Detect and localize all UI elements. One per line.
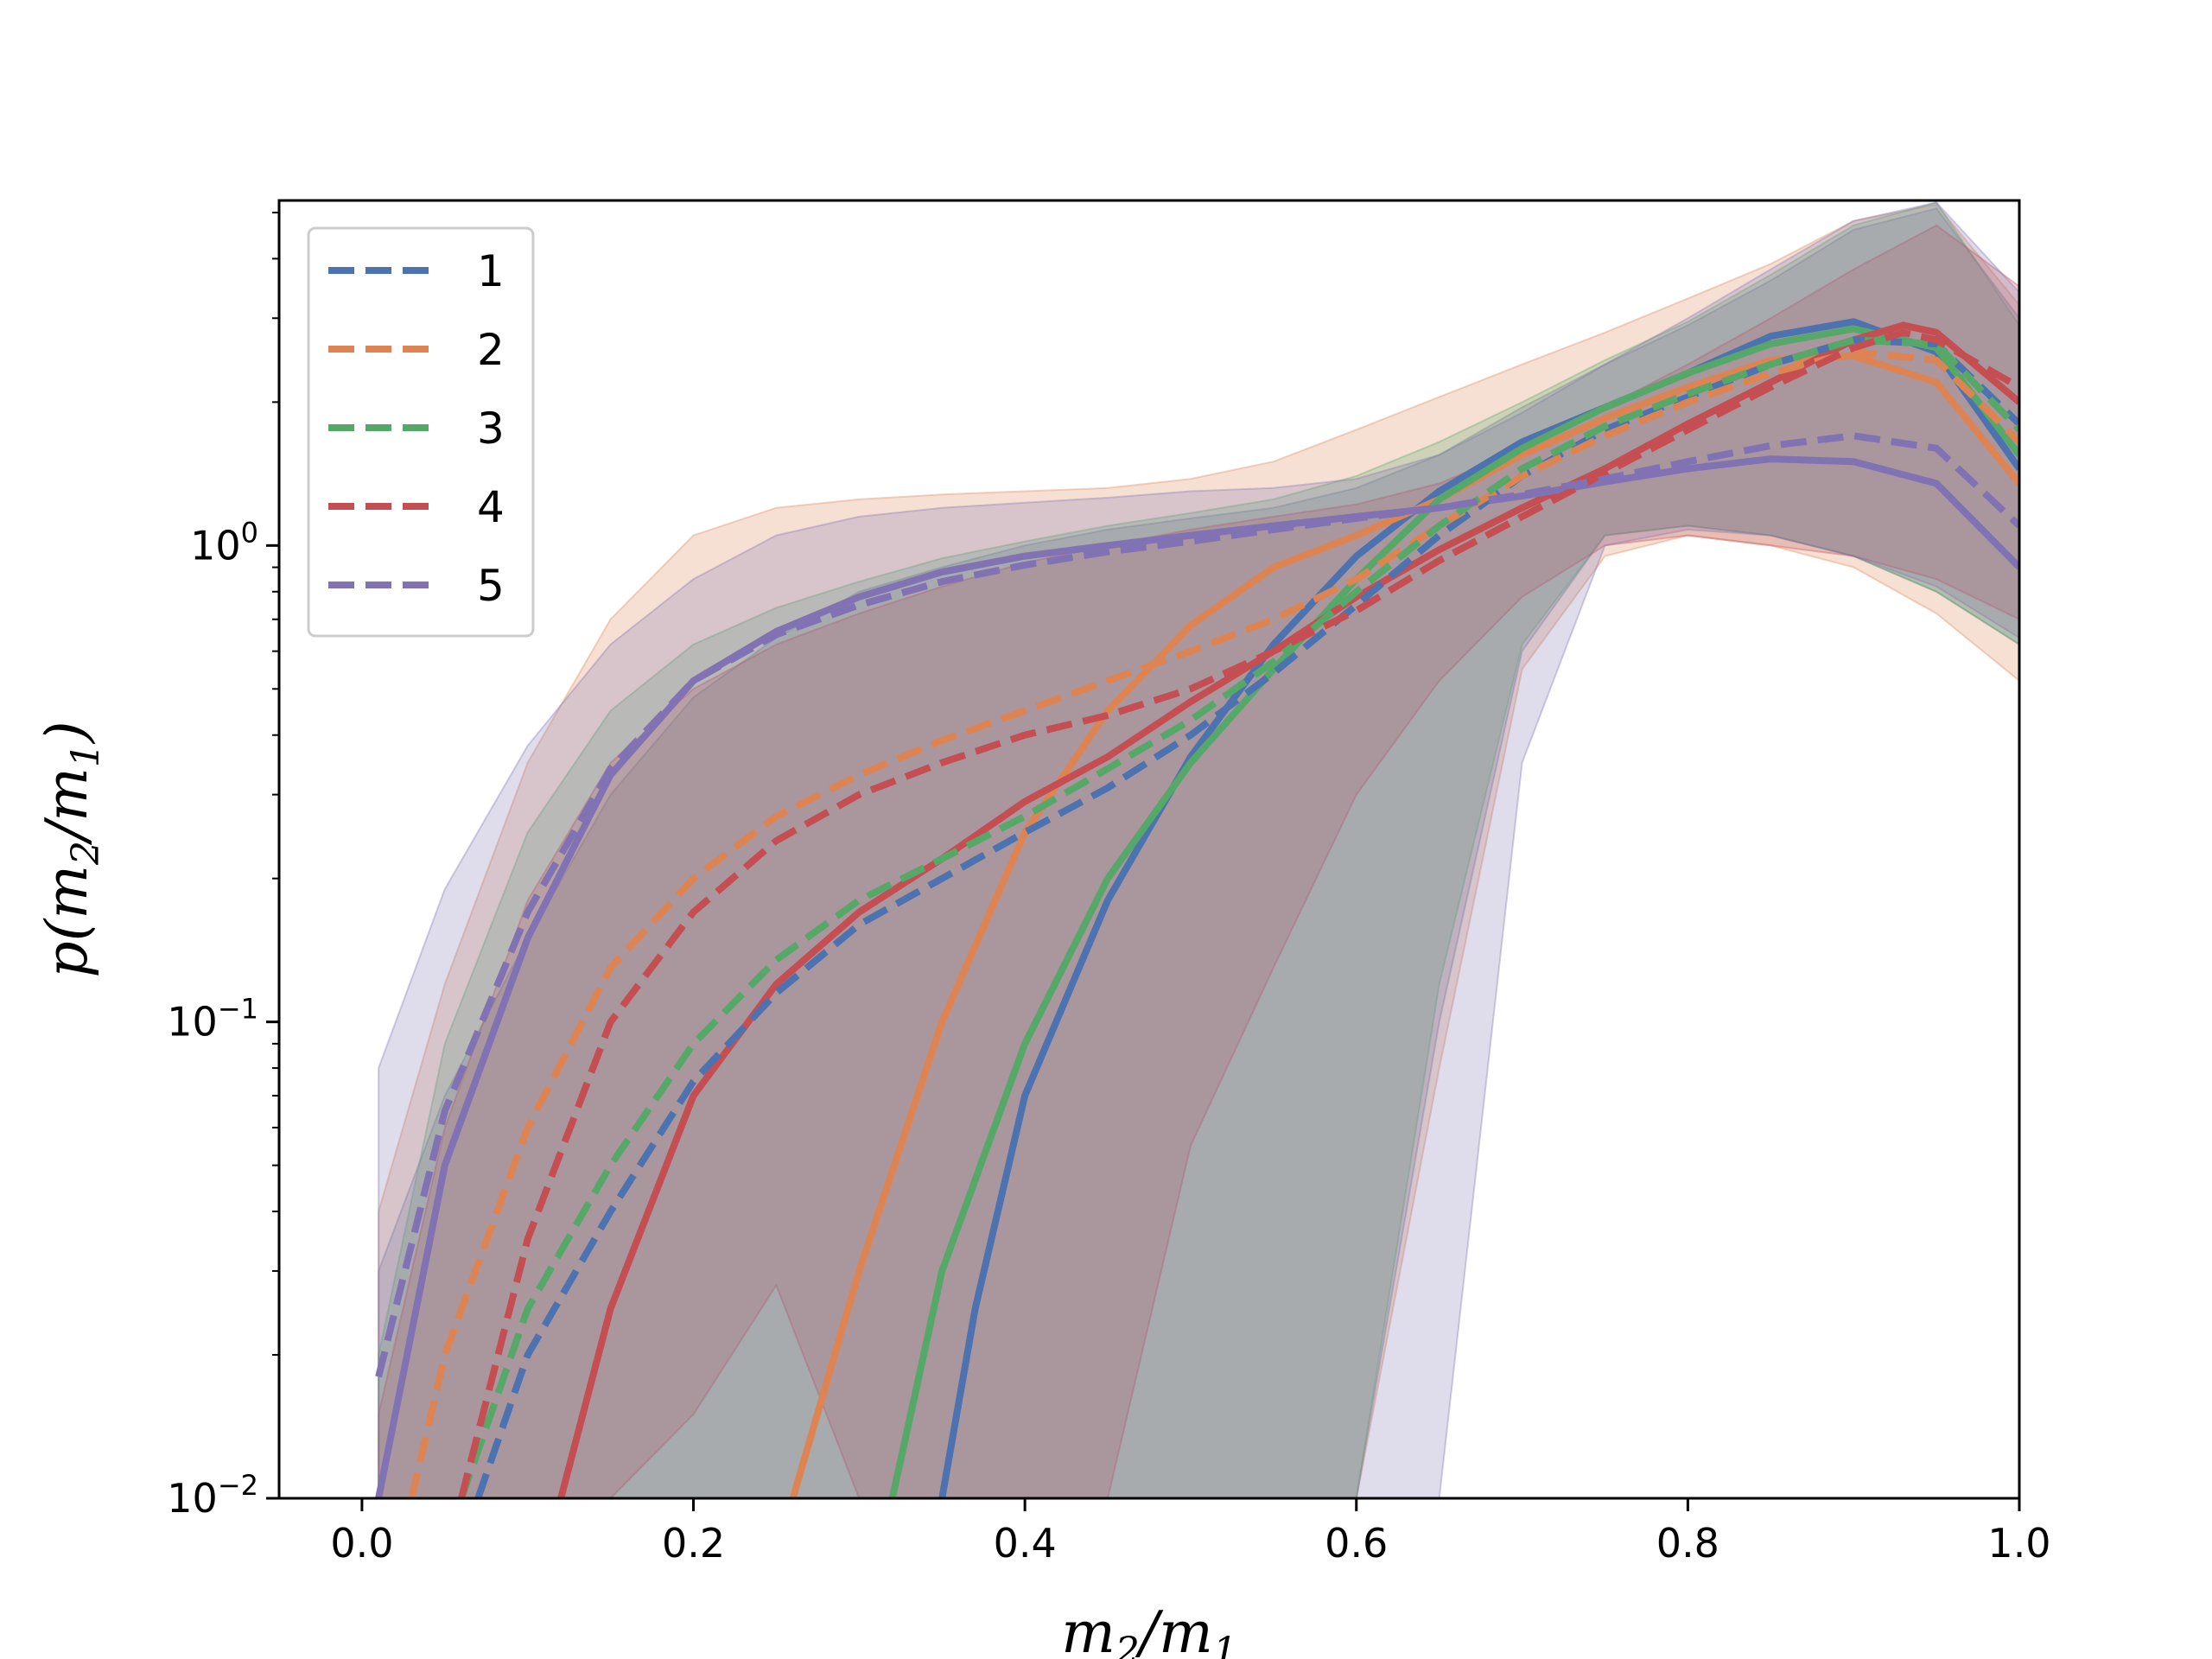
x-tick-label: 1.0 bbox=[1987, 1520, 2050, 1567]
line-series-3-dashed bbox=[458, 336, 2019, 1498]
legend-label-5: 5 bbox=[477, 561, 505, 611]
line-series-3-solid bbox=[888, 325, 2019, 1498]
plot-frame bbox=[277, 199, 2021, 1500]
series-lines bbox=[375, 318, 2019, 1498]
x-tick-label: 0.2 bbox=[662, 1520, 725, 1567]
confidence-bands bbox=[378, 201, 2019, 1498]
svg-text:p(m2/m1): p(m2/m1) bbox=[34, 721, 108, 977]
line-series-1-dashed bbox=[474, 336, 2019, 1498]
band-series-3 bbox=[378, 201, 2019, 1498]
y-tick-label: 10−1 bbox=[167, 993, 258, 1046]
x-tick-label: 0.6 bbox=[1325, 1520, 1388, 1567]
legend: 1 2 3 4 5 bbox=[307, 226, 535, 638]
line-series-1-solid bbox=[938, 318, 2019, 1498]
x-tick-label: 0.0 bbox=[330, 1520, 393, 1567]
legend-label-3: 3 bbox=[477, 404, 505, 454]
x-axis: 0.0 0.2 0.4 0.6 0.8 1.0 bbox=[330, 1498, 2051, 1567]
band-series-1 bbox=[378, 207, 2019, 1498]
y-axis: 10−2 10−1 100 bbox=[167, 211, 279, 1522]
x-tick-label: 0.4 bbox=[994, 1520, 1057, 1567]
legend-box bbox=[307, 226, 535, 638]
x-axis-label: m2/m1 bbox=[1061, 1599, 1236, 1659]
band-series-5 bbox=[378, 201, 2019, 1498]
legend-label-2: 2 bbox=[477, 325, 505, 375]
band-series-2 bbox=[378, 203, 2019, 1498]
svg-text:m2/m1: m2/m1 bbox=[1061, 1599, 1236, 1659]
legend-label-4: 4 bbox=[477, 482, 505, 532]
legend-label-1: 1 bbox=[477, 246, 505, 296]
line-series-2-dashed bbox=[408, 348, 2019, 1498]
band-series-4 bbox=[378, 224, 2019, 1498]
y-tick-label: 100 bbox=[190, 516, 258, 569]
y-tick-label: 10−2 bbox=[167, 1469, 258, 1522]
line-series-4-dashed bbox=[458, 328, 2019, 1498]
y-axis-label: p(m2/m1) bbox=[34, 721, 108, 977]
x-tick-label: 0.8 bbox=[1656, 1520, 1719, 1567]
